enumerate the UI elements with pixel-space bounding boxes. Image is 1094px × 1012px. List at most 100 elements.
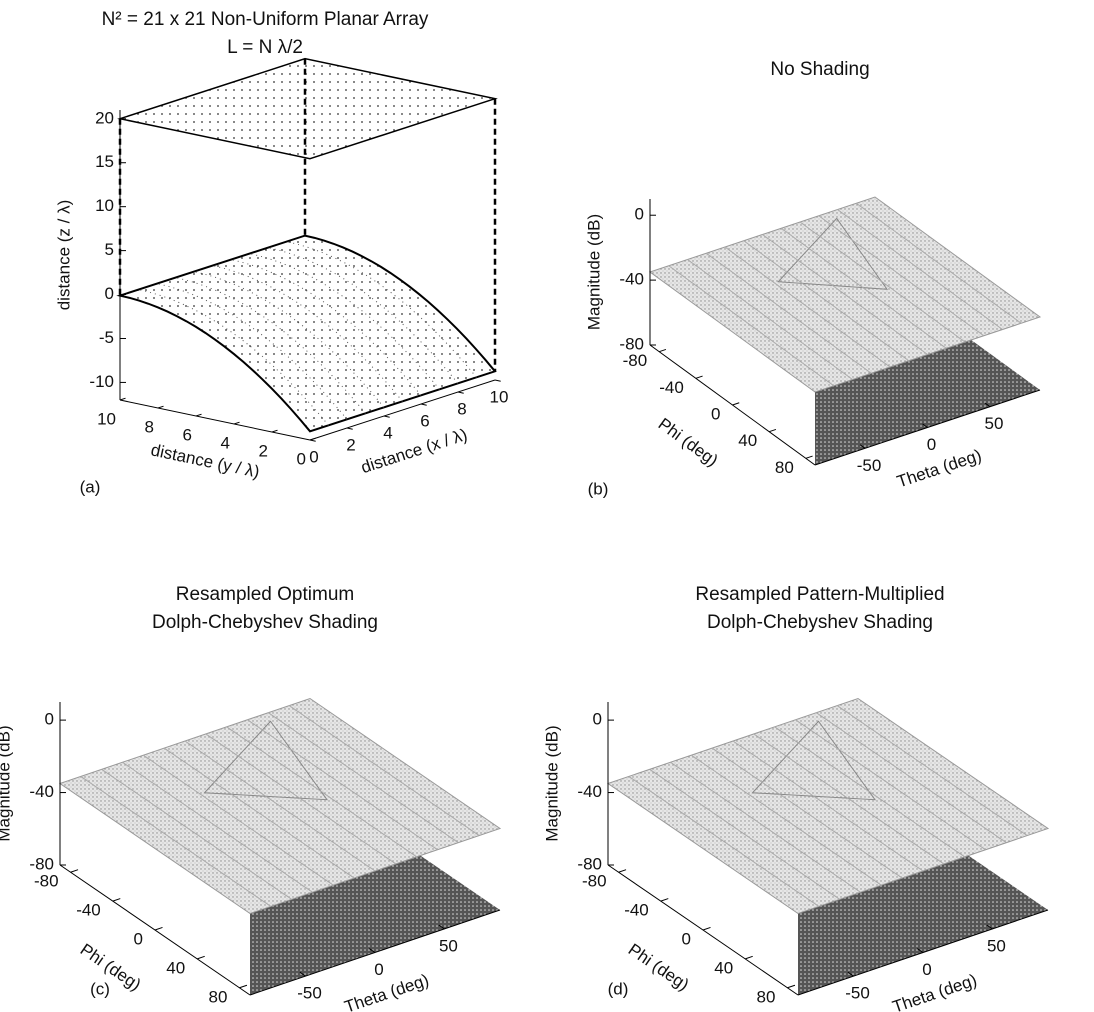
y-tick-label: -40 [659,378,684,397]
surface-ridge [163,747,355,879]
surface-ridge [80,776,272,907]
surface-ridge [816,712,1007,844]
z-tick-label: -80 [29,854,54,873]
surface-ridge [649,768,840,900]
surface-ridge [836,705,1028,836]
surface-ridge [687,259,853,380]
top-plane [117,57,498,160]
x-tick [494,379,501,382]
surface-ridge [799,221,966,343]
y-tick [805,455,813,459]
surface-ridge [143,754,334,886]
y-tick-label: -80 [34,872,59,891]
x-tick [984,402,991,408]
y-tick [112,898,121,902]
surface-ridge [818,215,985,337]
surface-ridge [837,209,1003,330]
x-tick-label: -50 [297,984,322,1003]
panel-title: Dolph-Chebyshev Shading [707,612,933,633]
panel-label: (b) [588,479,609,498]
panel-title: N² = 21 x 21 Non-Uniform Planar Array [102,9,429,30]
panel-label: (d) [608,979,629,998]
surface-ridge [711,747,903,879]
x-tick [369,948,376,953]
y-tick [787,984,796,989]
x-axis-label: Theta (deg) [890,970,979,1012]
surface-ridge [184,740,376,872]
y-tick-label: 40 [166,958,185,977]
z-tick-label: -5 [99,328,114,347]
y-tick-label: -80 [623,351,648,370]
x-axis [309,379,496,441]
panel-label: (c) [90,979,110,998]
y-tick-label: 0 [134,929,143,948]
panel-title: Dolph-Chebyshev Shading [152,612,378,633]
x-tick-label: 50 [985,414,1004,433]
x-tick [383,415,390,418]
z-axis-label: distance (z / λ) [54,200,73,311]
y-tick [70,869,79,873]
surface-ridge [247,719,438,851]
x-axis-label: Theta (deg) [342,970,431,1012]
z-tick-label: 0 [45,710,54,729]
x-tick-label: 10 [490,387,509,406]
x-tick [299,971,306,977]
panel-label: (a) [80,477,101,496]
z-axis-label: Magnitude (dB) [584,214,603,330]
surface-ridge [795,719,986,851]
y-tick-label: 0 [297,449,306,468]
x-axis-label: distance (x / λ) [359,425,470,477]
y-tick [195,413,202,417]
y-tick-label: 0 [682,929,691,948]
z-tick-label: 10 [95,196,114,215]
z-tick-label: -40 [29,782,54,801]
surface-ridge [668,265,835,387]
y-tick [732,402,740,406]
surface-ridge [628,776,820,907]
y-tick [695,375,703,379]
surface-ridge [774,726,965,858]
z-tick-label: 0 [635,205,644,224]
z-axis-label: Magnitude (dB) [542,725,561,841]
x-tick-label: 50 [439,936,458,955]
surface-ridge [762,234,928,355]
surface-ridge [288,705,480,836]
y-tick-label: 6 [183,425,192,444]
y-tick-label: 80 [775,458,794,477]
x-tick-label: 6 [420,411,429,430]
y-tick-label: 80 [209,987,228,1006]
x-tick [917,948,924,953]
x-tick [859,444,866,449]
z-tick-label: -80 [619,334,644,353]
y-tick [119,397,126,401]
y-tick [233,421,240,425]
y-tick [271,429,278,433]
x-tick-label: 0 [309,447,318,466]
x-tick-label: 2 [346,435,355,454]
x-tick-label: -50 [857,456,882,475]
x-tick [420,403,427,406]
x-tick-label: 8 [457,399,466,418]
panel-title: No Shading [770,59,869,80]
x-tick [438,924,445,930]
x-axis-label: Theta (deg) [894,446,983,492]
y-tick-label: 40 [714,958,733,977]
z-tick-label: -40 [619,270,644,289]
surface-ridge [743,240,910,362]
surface-ridge [226,726,417,858]
x-tick [922,423,928,428]
x-tick-label: 0 [927,435,936,454]
z-tick-label: -80 [577,854,602,873]
surface-ridge [732,740,924,872]
x-tick [346,427,353,430]
x-tick [986,924,993,930]
surface-ridge [691,754,882,886]
surface-ridge [670,761,861,893]
y-axis [119,399,311,441]
x-tick-label: 4 [383,423,392,442]
y-tick [660,898,669,902]
y-tick [659,348,667,353]
y-tick-label: 40 [738,431,757,450]
x-tick-label: -50 [845,984,870,1003]
